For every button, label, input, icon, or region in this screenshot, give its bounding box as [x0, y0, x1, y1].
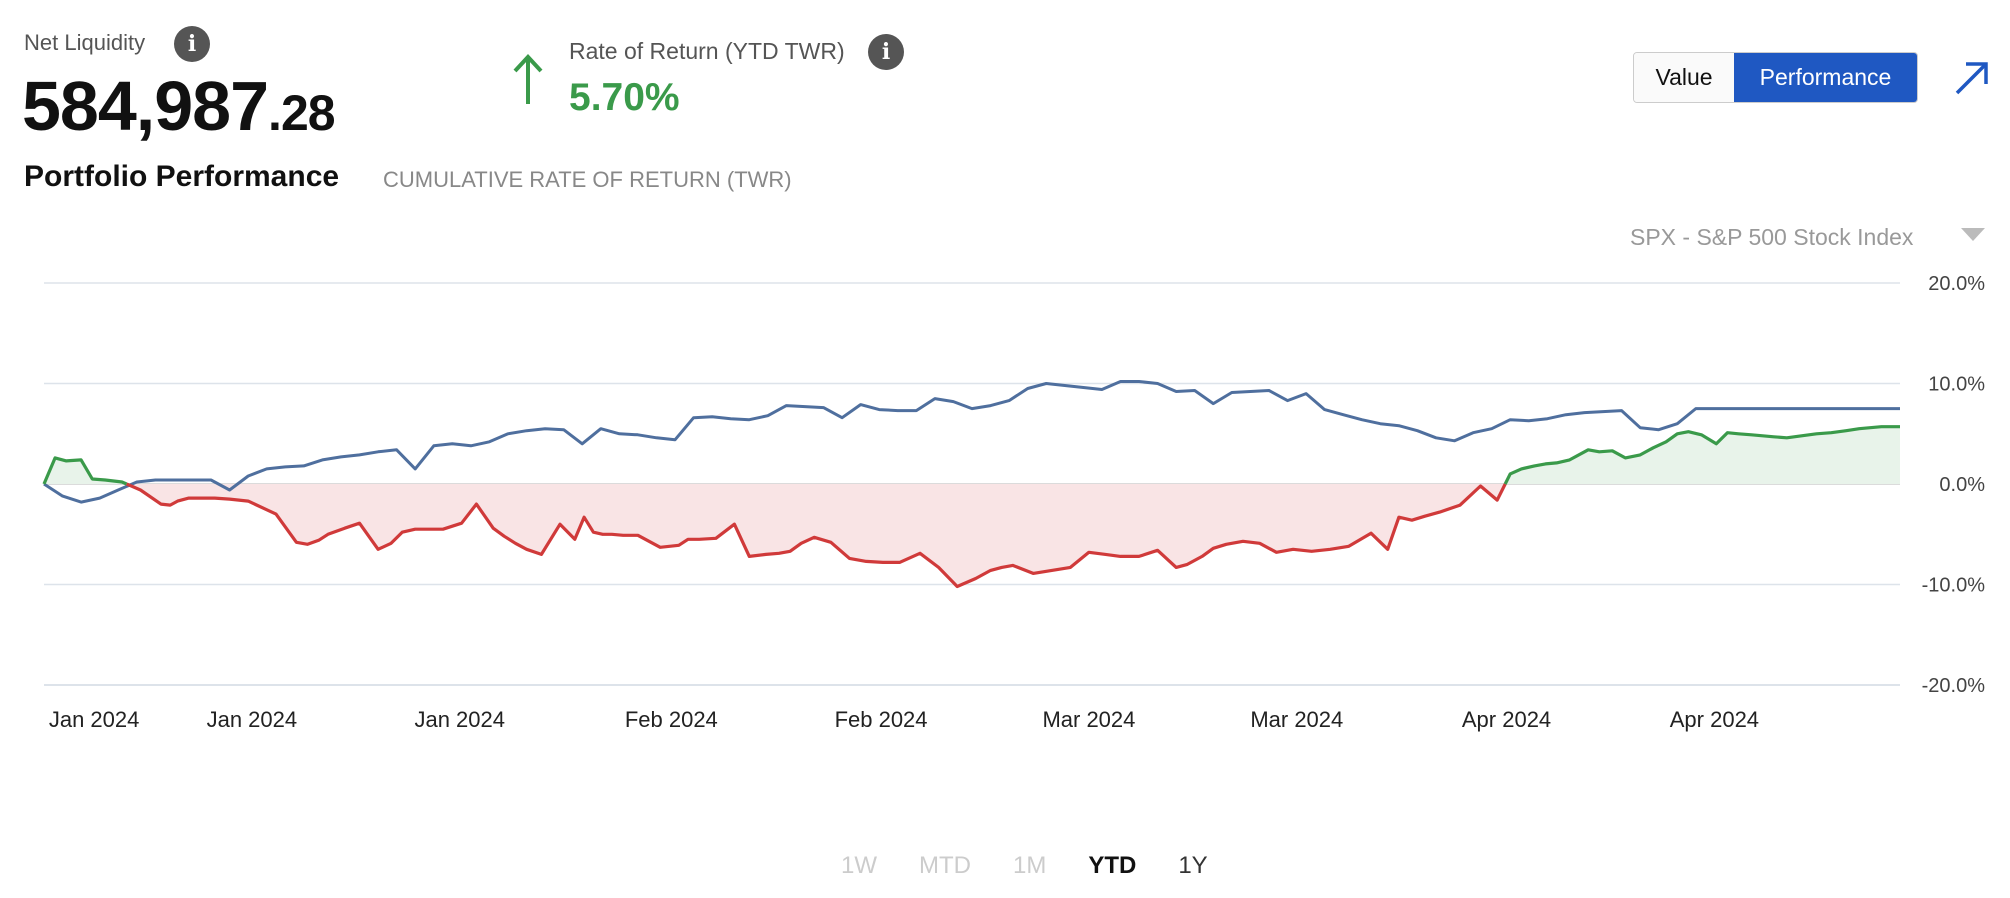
y-tick-label: 10.0%	[1928, 374, 1985, 396]
portfolio-gain-area	[44, 457, 127, 484]
range-mtd-button[interactable]: MTD	[919, 852, 971, 879]
x-tick-label: Jan 2024	[207, 707, 298, 732]
portfolio-loss-area	[126, 484, 1506, 587]
y-tick-label: 20.0%	[1928, 273, 1985, 295]
expand-arrow-icon[interactable]	[1954, 60, 1990, 96]
info-icon[interactable]: i	[868, 34, 904, 70]
range-ytd-button[interactable]: YTD	[1088, 852, 1137, 879]
value-view-button[interactable]: Value	[1634, 53, 1734, 102]
net-liquidity-label: Net Liquidity	[24, 30, 146, 55]
range-1w-button[interactable]: 1W	[841, 852, 877, 879]
section-title: Portfolio Performance	[24, 160, 340, 193]
net-liquidity-value: 584,987.28	[22, 66, 336, 146]
range-1m-button[interactable]: 1M	[1012, 852, 1047, 879]
section-subtitle: CUMULATIVE RATE OF RETURN (TWR)	[383, 167, 792, 192]
x-tick-label: Jan 2024	[414, 707, 505, 732]
portfolio-line-positive	[42, 456, 128, 486]
x-tick-label: Apr 2024	[1670, 707, 1759, 732]
x-tick-label: Feb 2024	[625, 707, 718, 732]
portfolio-line-positive	[1503, 425, 1900, 485]
net-liquidity-cents: .28	[268, 85, 336, 141]
performance-view-button[interactable]: Performance	[1734, 53, 1917, 102]
y-tick-label: -10.0%	[1922, 575, 1986, 597]
time-range-selector: 1W MTD 1M YTD 1Y	[820, 852, 1229, 886]
x-tick-label: Apr 2024	[1462, 707, 1551, 732]
y-tick-label: 0.0%	[1939, 474, 1985, 496]
benchmark-dropdown[interactable]: SPX - S&P 500 Stock Index	[1630, 224, 1914, 250]
x-tick-label: Mar 2024	[1042, 707, 1135, 732]
rate-of-return-label: Rate of Return (YTD TWR)	[569, 38, 845, 64]
info-icon[interactable]: i	[174, 26, 210, 62]
performance-chart: 20.0% 10.0% 0.0% -10.0% -20.0% Jan 2024 Jan 20…	[42, 273, 1986, 732]
rate-of-return-value: 5.70%	[569, 76, 680, 119]
portfolio-gain-area	[1505, 426, 1900, 484]
range-1y-button[interactable]: 1Y	[1178, 852, 1208, 879]
x-tick-label: Feb 2024	[835, 707, 928, 732]
x-tick-label: Jan 2024	[49, 707, 140, 732]
chevron-down-icon[interactable]	[1961, 228, 1985, 241]
portfolio-line-negative	[125, 482, 1507, 589]
view-toggle: Value Performance	[1633, 52, 1918, 103]
benchmark-line	[43, 380, 1900, 504]
net-liquidity-whole: 584,987	[22, 67, 269, 145]
x-tick-label: Mar 2024	[1250, 707, 1343, 732]
up-arrow-icon	[513, 54, 543, 104]
y-tick-label: -20.0%	[1922, 675, 1986, 697]
